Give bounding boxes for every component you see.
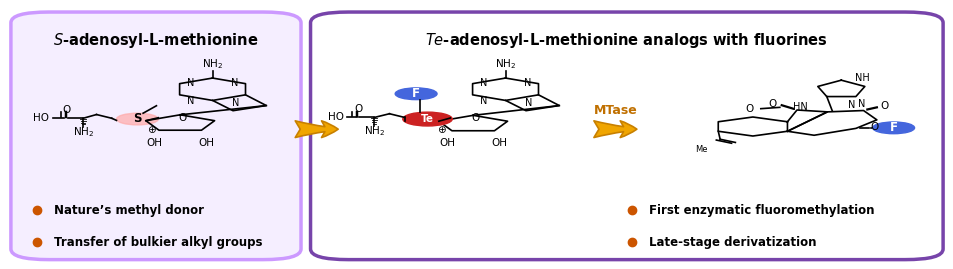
Text: Me: Me <box>694 145 706 154</box>
Text: O: O <box>870 122 878 132</box>
Text: Transfer of bulkier alkyl groups: Transfer of bulkier alkyl groups <box>53 236 262 249</box>
Text: O: O <box>354 104 362 114</box>
FancyBboxPatch shape <box>10 12 301 260</box>
Text: S: S <box>133 112 141 125</box>
Text: N: N <box>479 77 487 88</box>
Text: O: O <box>62 105 71 115</box>
Text: O: O <box>767 99 776 109</box>
Text: F: F <box>412 87 419 100</box>
Circle shape <box>872 122 914 134</box>
Text: OH: OH <box>198 138 214 148</box>
Text: N: N <box>523 77 530 88</box>
Text: $\it{S}$-adenosyl-L-methionine: $\it{S}$-adenosyl-L-methionine <box>53 31 258 50</box>
FancyBboxPatch shape <box>311 12 943 260</box>
Text: NH$_2$: NH$_2$ <box>363 124 384 138</box>
Text: OH: OH <box>491 138 507 148</box>
Text: Nature’s methyl donor: Nature’s methyl donor <box>53 204 204 217</box>
Text: Te: Te <box>420 114 434 124</box>
Text: O: O <box>744 104 753 115</box>
Text: Late-stage derivatization: Late-stage derivatization <box>648 236 816 249</box>
Text: N: N <box>231 77 237 88</box>
Text: MTase: MTase <box>593 104 637 117</box>
Text: $\oplus$: $\oplus$ <box>147 124 156 135</box>
Text: NH$_2$: NH$_2$ <box>495 57 516 70</box>
Circle shape <box>402 112 452 126</box>
Text: F: F <box>889 121 897 134</box>
Text: HO: HO <box>328 112 344 122</box>
Text: First enzymatic fluoromethylation: First enzymatic fluoromethylation <box>648 204 873 217</box>
Text: $\it{Te}$-adenosyl-L-methionine analogs with fluorines: $\it{Te}$-adenosyl-L-methionine analogs … <box>425 31 827 50</box>
Circle shape <box>116 113 158 125</box>
Text: NH: NH <box>854 73 868 83</box>
Text: OH: OH <box>146 138 162 148</box>
Text: HN: HN <box>793 102 807 112</box>
Text: N: N <box>187 96 194 106</box>
Text: HO: HO <box>33 113 50 123</box>
Circle shape <box>395 88 436 100</box>
Text: N: N <box>847 100 855 110</box>
Text: N: N <box>525 98 532 108</box>
Text: O: O <box>471 113 478 123</box>
Text: OH: OH <box>438 138 455 148</box>
Text: NH$_2$: NH$_2$ <box>72 125 93 139</box>
Text: $\oplus$: $\oplus$ <box>436 124 446 135</box>
Text: N: N <box>233 98 239 108</box>
Text: NH$_2$: NH$_2$ <box>202 57 223 70</box>
Text: N: N <box>187 77 194 88</box>
Text: N: N <box>479 96 487 106</box>
Text: O: O <box>178 113 186 123</box>
Text: N: N <box>857 99 864 109</box>
Text: O: O <box>880 101 887 111</box>
